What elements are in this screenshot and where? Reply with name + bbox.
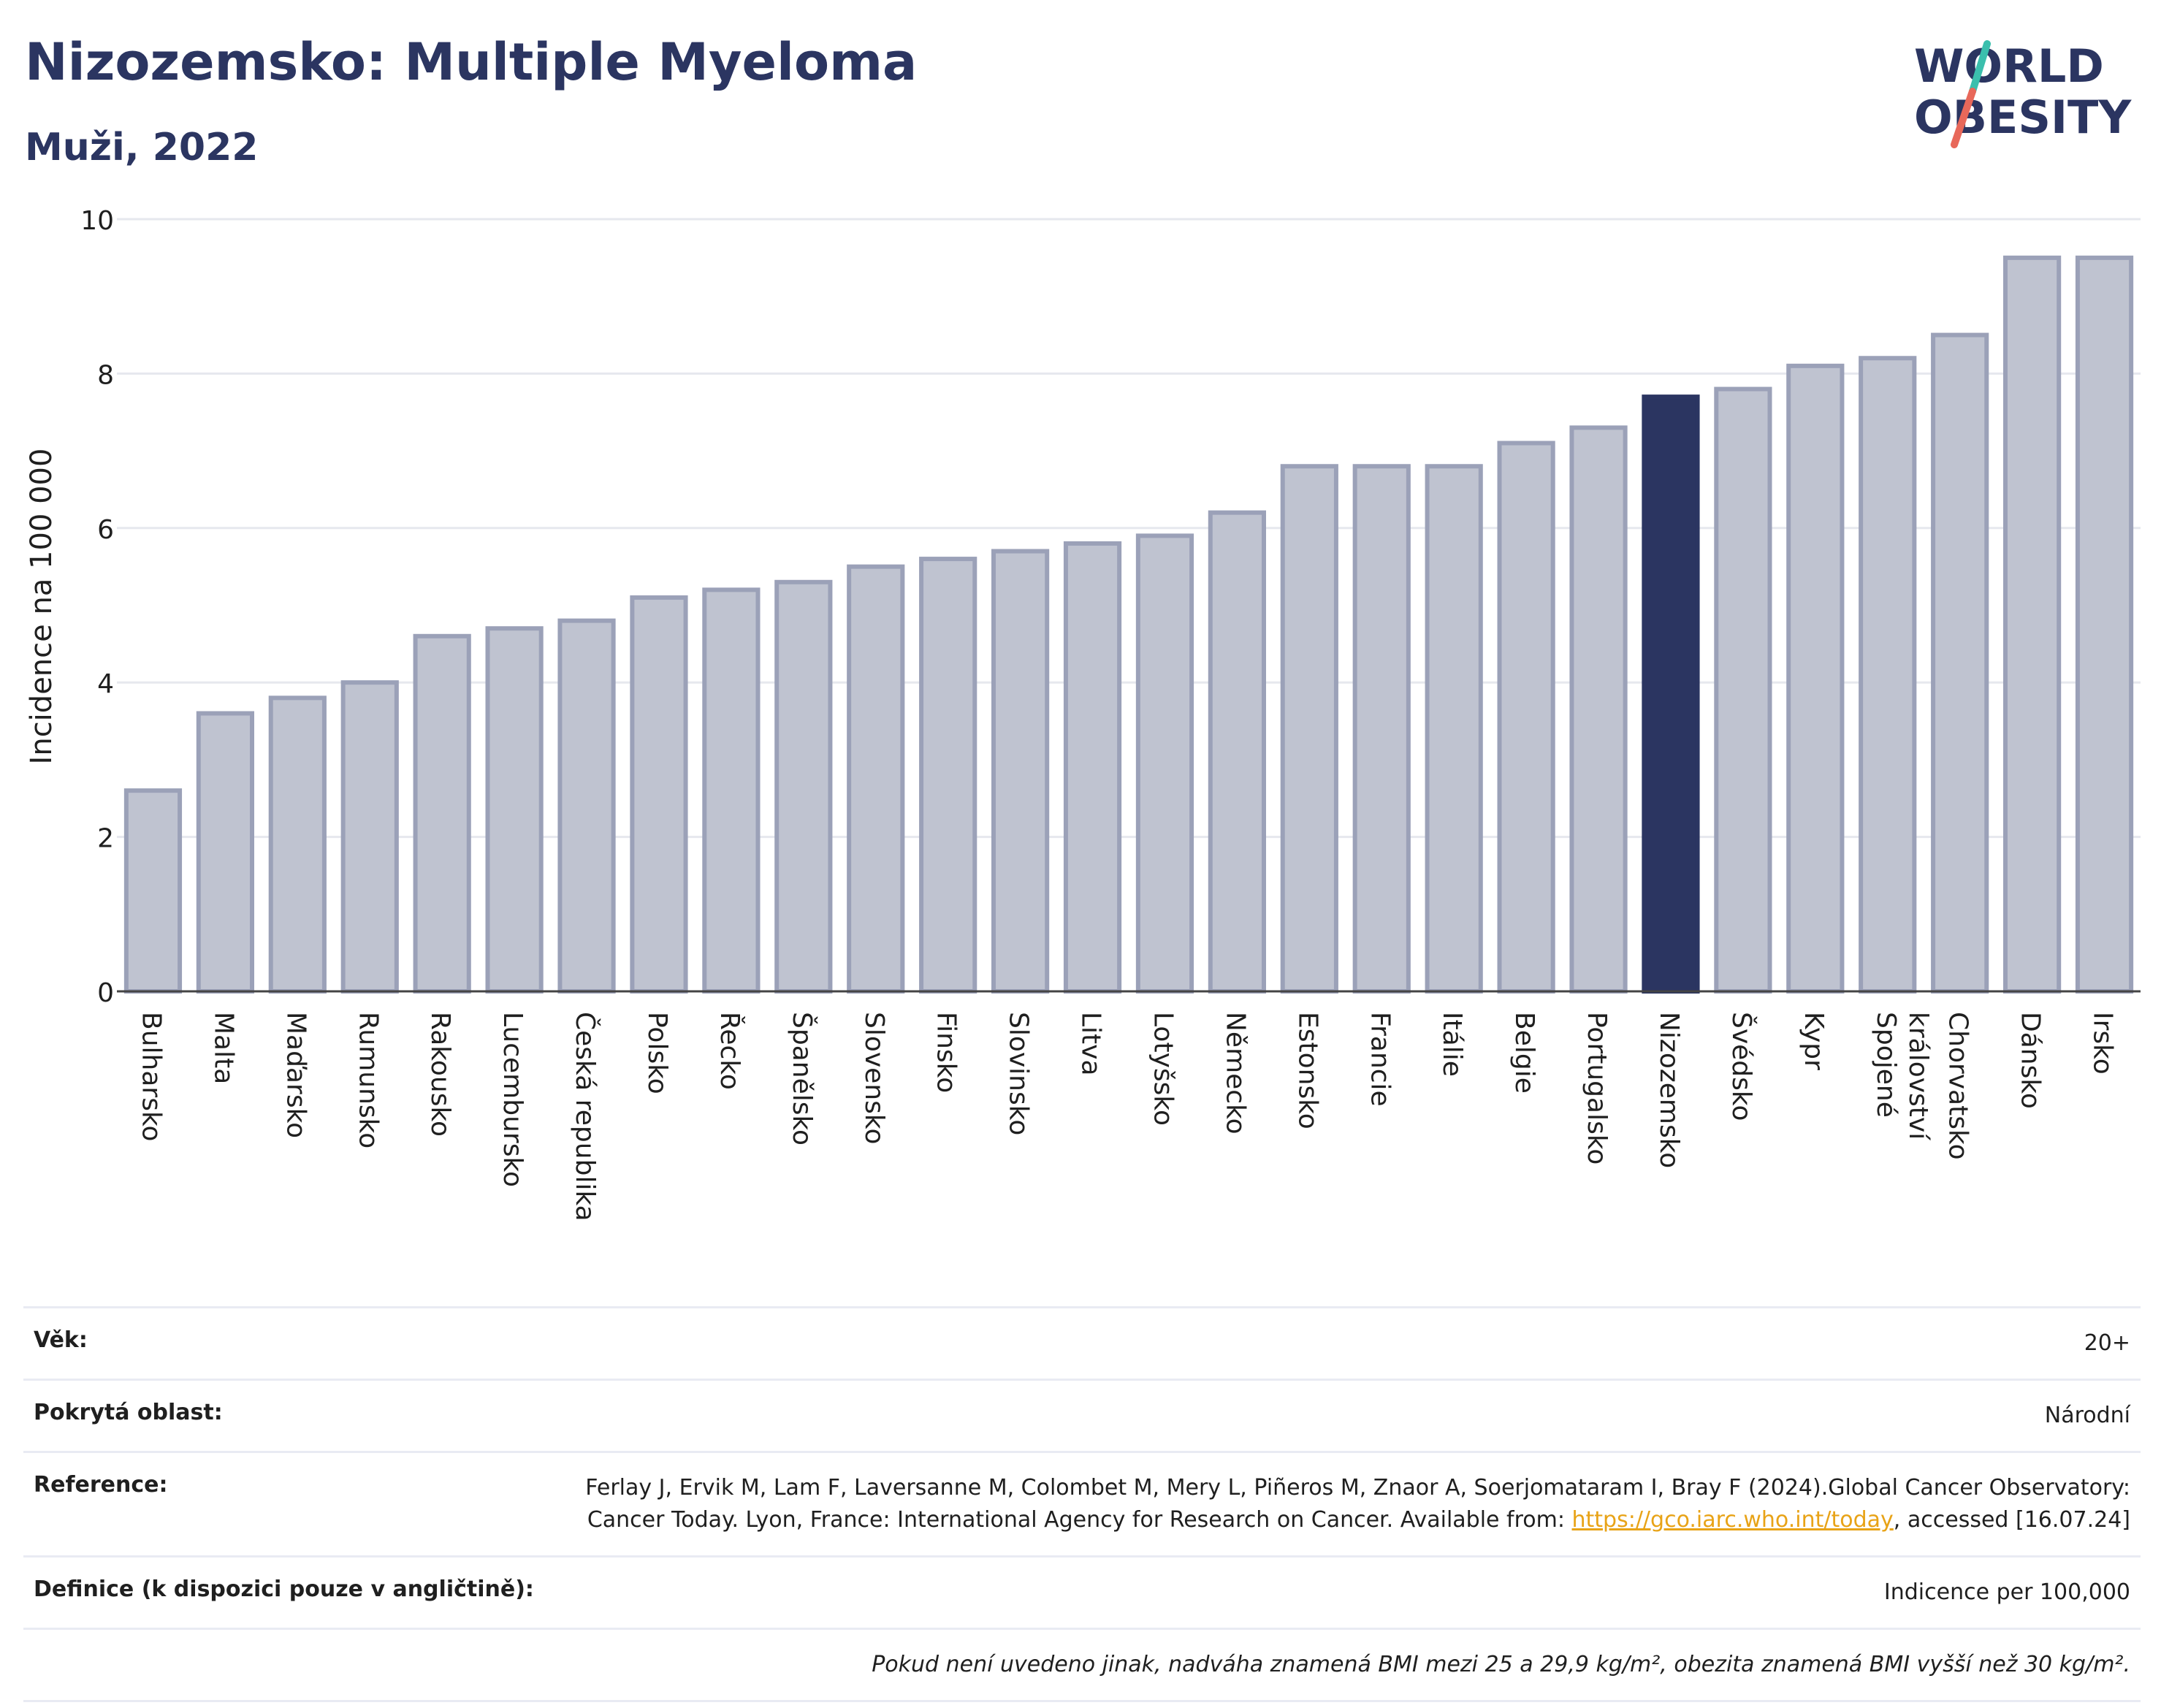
page-title: Nizozemsko: Multiple Myeloma	[25, 32, 918, 92]
definition-value: Indicence per 100,000	[1883, 1579, 2130, 1605]
bar-12	[991, 549, 1050, 994]
x-tick-label: Slovinsko	[1004, 1012, 1034, 1135]
logo-slash-bottom	[1951, 88, 1976, 148]
bar-15	[1208, 510, 1266, 994]
x-tick-label: Česká republika	[570, 1012, 601, 1221]
bar-0	[123, 788, 183, 994]
bar-5	[485, 626, 544, 994]
x-tick-label: Polsko	[642, 1012, 672, 1094]
y-tick-label: 10	[80, 206, 114, 236]
x-tick-label: Řecko	[714, 1012, 745, 1090]
y-axis-label: Incidence na 100 000	[25, 449, 58, 765]
info-row-reference: Reference: Ferlay J, Ervik M, Lam F, Lav…	[23, 1451, 2141, 1555]
bar-17	[1352, 464, 1411, 994]
bar-21	[1642, 394, 1700, 994]
bar-26	[2003, 255, 2062, 994]
bar-14	[1135, 533, 1194, 994]
bar-20	[1569, 425, 1628, 994]
x-tick-label: Kypr	[1799, 1012, 1829, 1070]
x-tick-label: Itálie	[1437, 1012, 1467, 1077]
area-value: Národní	[2044, 1403, 2130, 1428]
bar-23	[1786, 363, 1845, 994]
info-row-footnote: Pokud není uvedeno jinak, nadváha znamen…	[23, 1628, 2141, 1702]
bar-1	[196, 711, 254, 994]
x-tick-label: Litva	[1076, 1012, 1106, 1076]
y-tick-label: 4	[97, 669, 114, 699]
x-tick-label: Španělsko	[787, 1012, 817, 1145]
bar-9	[774, 579, 833, 994]
area-label: Pokrytá oblast:	[34, 1400, 223, 1425]
x-tick-label: Slovensko	[859, 1012, 889, 1145]
bar-19	[1497, 441, 1555, 994]
y-tick-label: 2	[97, 824, 114, 854]
info-table: Věk: 20+ Pokrytá oblast: Národní Referen…	[23, 1306, 2141, 1702]
x-tick-label: Francie	[1365, 1012, 1395, 1107]
bar-2	[268, 695, 327, 994]
logo-text-world: WORLD	[1914, 39, 2104, 93]
logo-slash-top	[1969, 40, 1991, 95]
page-subtitle: Muži, 2022	[25, 126, 259, 169]
bar-25	[1931, 332, 1989, 994]
bar-18	[1425, 464, 1483, 994]
footnote: Pokud není uvedeno jinak, nadváha znamen…	[872, 1652, 2130, 1677]
x-tick-label: Švédsko	[1726, 1012, 1757, 1121]
x-tick-label: Rumunsko	[353, 1012, 383, 1148]
x-tick-label: Nizozemsko	[1654, 1012, 1684, 1168]
bar-8	[702, 587, 761, 994]
bars-layer	[123, 255, 2134, 994]
x-tick-label: Portugalsko	[1582, 1012, 1612, 1164]
x-tick-label: Malta	[208, 1012, 238, 1084]
x-tick-label: Německo	[1220, 1012, 1250, 1135]
x-tick-label: Irsko	[2088, 1012, 2118, 1075]
bar-4	[413, 633, 471, 994]
bar-24	[1859, 356, 1917, 994]
x-tick-label: Spojenékrálovství	[1871, 1012, 1933, 1140]
bar-7	[630, 595, 688, 994]
x-tick-label: Dánsko	[2016, 1012, 2046, 1109]
x-tick-label: Belgie	[1509, 1012, 1539, 1094]
info-row-age: Věk: 20+	[23, 1306, 2141, 1379]
bar-13	[1063, 541, 1122, 994]
reference-text: Ferlay J, Ervik M, Lam F, Laversanne M, …	[585, 1475, 2130, 1533]
bar-11	[919, 557, 977, 994]
age-label: Věk:	[34, 1327, 88, 1353]
reference-suffix: , accessed [16.07.24]	[1893, 1507, 2130, 1533]
bar-10	[847, 564, 905, 994]
logo-text-obesity: OBESITY	[1914, 91, 2132, 144]
x-tick-label: Finsko	[931, 1012, 961, 1093]
reference-label: Reference:	[34, 1472, 168, 1498]
y-tick-label: 0	[97, 978, 114, 1008]
age-value: 20+	[2084, 1330, 2130, 1356]
y-tick-label: 6	[97, 515, 114, 545]
x-tick-label: Chorvatsko	[1943, 1012, 1973, 1160]
bar-27	[2075, 255, 2134, 994]
bar-6	[557, 618, 616, 994]
axis-layer: 0 2 4 6 8 10 Bulharsko Malta Maďarsko Rumunsko Rak…	[80, 206, 2141, 1221]
x-tick-label: Bulharsko	[136, 1012, 166, 1142]
x-tick-label: Maďarsko	[281, 1012, 310, 1138]
x-tick-label: Estonsko	[1292, 1012, 1322, 1129]
x-tick-label: Lotyšsko	[1148, 1012, 1178, 1126]
bar-chart: 0 2 4 6 8 10 Bulharsko Malta Maďarsko Rumunsko Rak…	[25, 206, 2141, 1221]
bar-22	[1714, 386, 1772, 994]
reference-link[interactable]: https://gco.iarc.who.int/today	[1571, 1507, 1894, 1533]
x-tick-label: Lucembursko	[498, 1012, 527, 1187]
bar-3	[340, 680, 399, 994]
definition-label: Definice (k dispozici pouze v angličtině…	[34, 1577, 534, 1602]
bar-16	[1280, 464, 1338, 994]
reference-value: Ferlay J, Ervik M, Lam F, Laversanne M, …	[560, 1472, 2130, 1536]
y-tick-label: 8	[97, 360, 114, 390]
world-obesity-logo: WORLD OBESITY	[1914, 39, 2132, 148]
info-row-definition: Definice (k dispozici pouze v angličtině…	[23, 1555, 2141, 1628]
x-tick-label: Rakousko	[425, 1012, 455, 1137]
info-row-area: Pokrytá oblast: Národní	[23, 1379, 2141, 1451]
